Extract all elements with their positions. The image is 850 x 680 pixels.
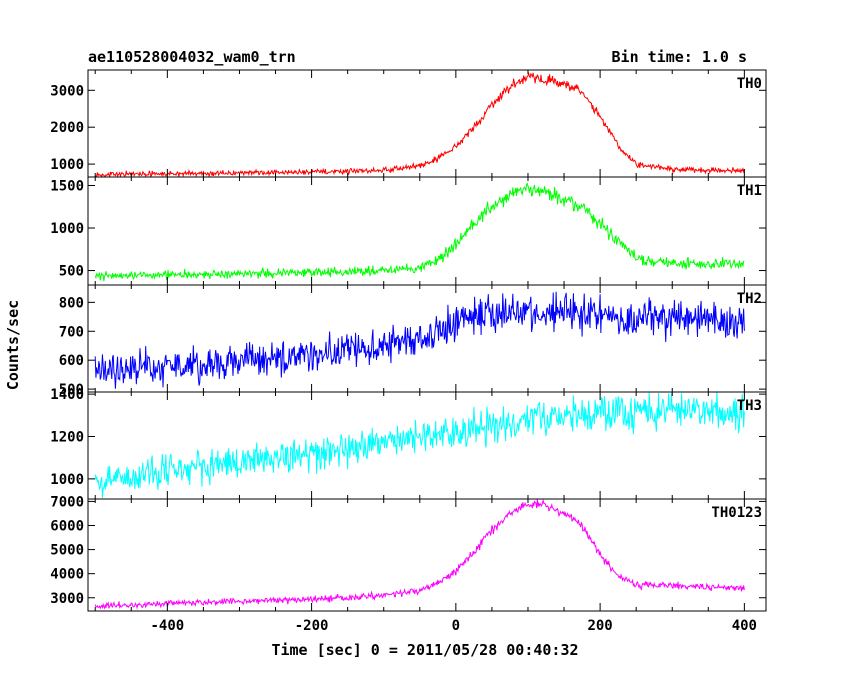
y-tick-label: 5000 (50, 543, 84, 559)
y-tick-label: 2000 (50, 120, 84, 136)
y-tick-label: 3000 (50, 83, 84, 99)
series-line-th0123 (94, 499, 745, 610)
panel-frame (87, 69, 767, 178)
y-axis-label: Counts/sec (4, 300, 22, 390)
panel-label: TH0 (737, 76, 762, 92)
x-tick-label: 200 (587, 618, 612, 634)
x-tick-label: 0 (452, 618, 460, 634)
panel-label: TH2 (737, 291, 762, 307)
y-tick-label: 4000 (50, 567, 84, 583)
x-axis-label: Time [sec] 0 = 2011/05/28 00:40:32 (271, 641, 578, 659)
panel-th3: 1000 1200 1400 TH3 (50, 387, 767, 500)
panel-th2: 500 600 700 800 TH2 (59, 284, 767, 398)
y-tick-label: 1000 (50, 472, 84, 488)
y-tick-label: 7000 (50, 494, 84, 510)
panel-label: TH3 (737, 398, 762, 414)
y-tick-label: 800 (59, 295, 84, 311)
y-tick-label: 1500 (50, 179, 84, 195)
x-tick-label: 400 (732, 618, 757, 634)
y-tick-label: 1400 (50, 387, 84, 403)
panel-label: TH0123 (711, 505, 762, 521)
bin-time-label: Bin time: 1.0 s (612, 48, 747, 66)
series-line-th0 (94, 72, 745, 177)
panel-label: TH1 (737, 183, 762, 199)
y-tick-label: 1000 (50, 221, 84, 237)
chart-title: ae110528004032_wam0_trn (88, 48, 296, 66)
panel-frame (87, 498, 767, 612)
series-line-th3 (94, 392, 745, 498)
y-tick-label: 3000 (50, 591, 84, 607)
x-tick-label: -400 (150, 618, 184, 634)
series-line-th1 (94, 182, 745, 282)
panel-th0: 1000 2000 3000 TH0 (50, 69, 767, 178)
y-tick-label: 700 (59, 324, 84, 340)
y-tick-label: 600 (59, 353, 84, 369)
panel-th1: 500 1000 1500 TH1 (50, 176, 767, 286)
y-tick-label: 1000 (50, 157, 84, 173)
panel-frame (87, 176, 767, 286)
y-tick-label: 500 (59, 264, 84, 280)
panel-th0123: 3000 4000 5000 6000 7000 TH0123 -400 -200 0 200 40… (50, 494, 767, 634)
series-line-th2 (94, 291, 745, 389)
y-tick-label: 500 (59, 382, 84, 398)
y-tick-label: 1200 (50, 429, 84, 445)
x-tick-label: -200 (295, 618, 329, 634)
y-tick-label: 6000 (50, 518, 84, 534)
